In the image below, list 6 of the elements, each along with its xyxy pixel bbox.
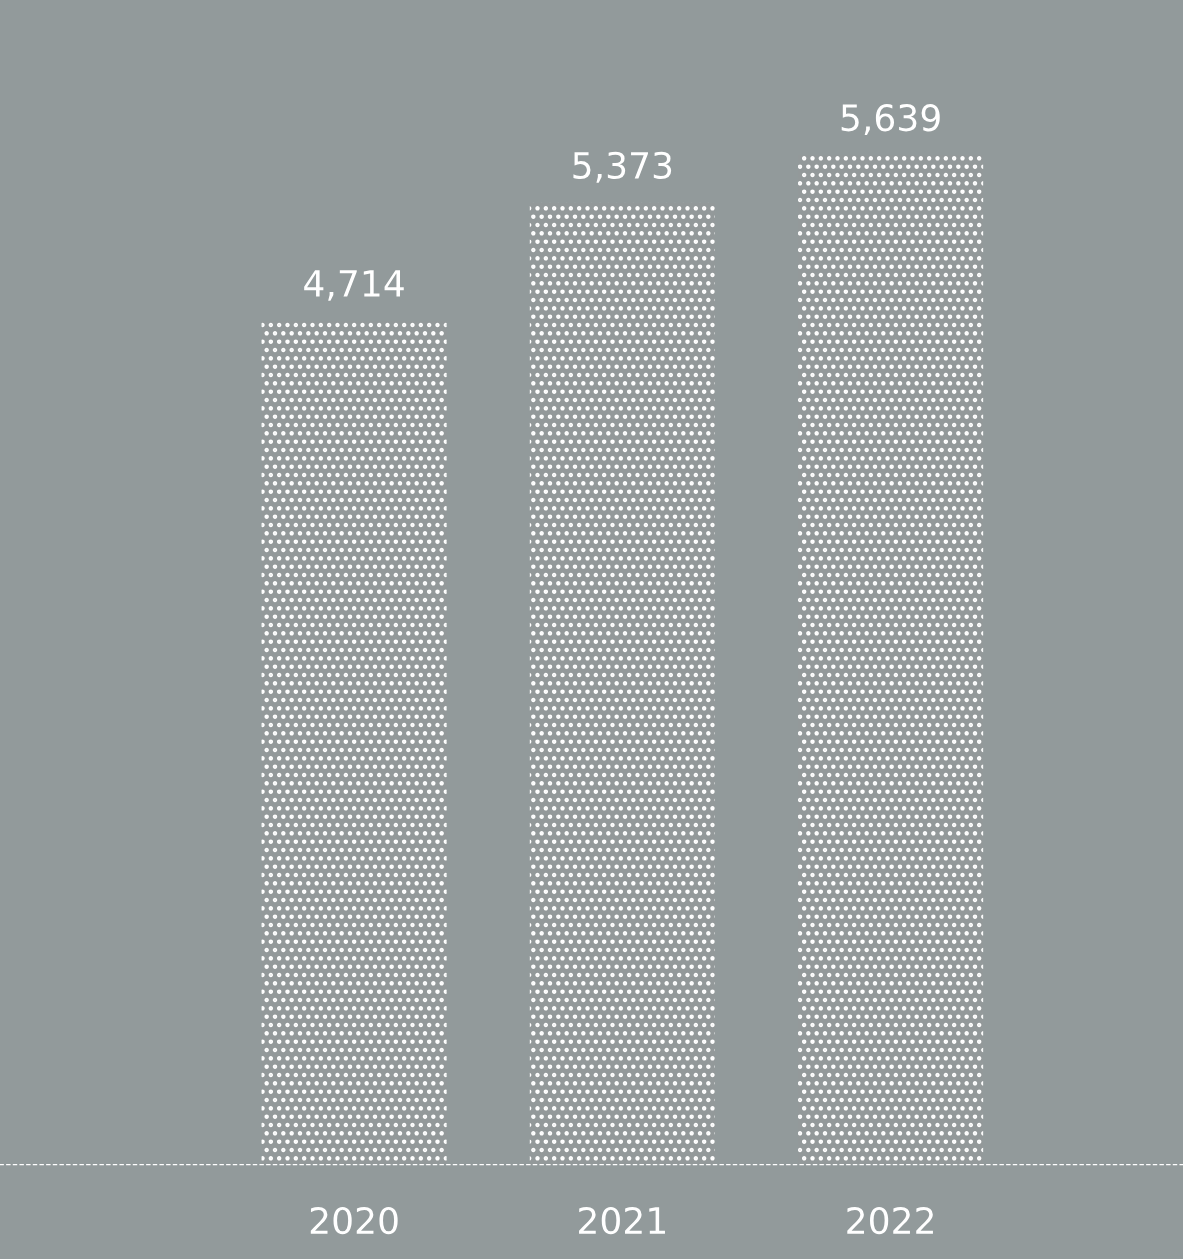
x-tick-label: 2020 <box>310 1206 398 1235</box>
data-label: 4,714 <box>304 270 404 301</box>
x-tick-label: 2021 <box>579 1206 665 1235</box>
x-tick-label: 2022 <box>847 1206 933 1235</box>
data-label: 5,639 <box>841 104 940 136</box>
data-label: 5,373 <box>573 151 672 183</box>
